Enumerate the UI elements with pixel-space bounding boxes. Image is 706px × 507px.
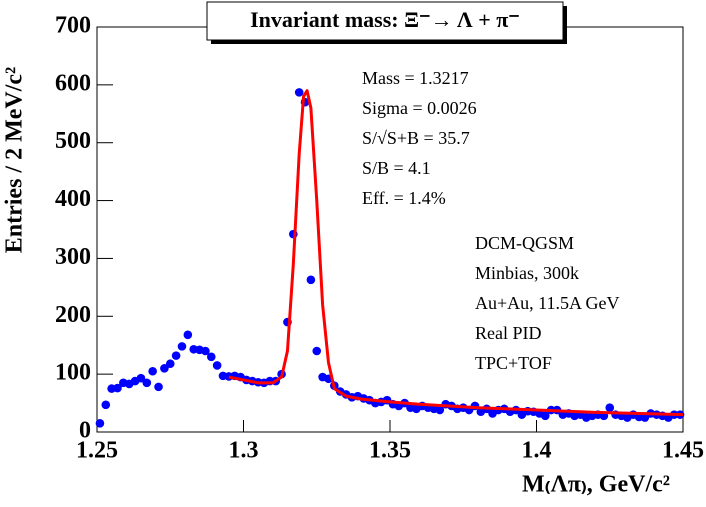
data-point <box>294 88 304 97</box>
x-tick-label: 1.25 <box>76 438 118 464</box>
y-tick-label: 100 <box>55 360 91 386</box>
annotation: DCM-QGSM <box>475 233 574 253</box>
data-point <box>206 352 216 362</box>
data-point <box>201 346 210 356</box>
data-point <box>148 366 157 376</box>
y-tick-label: 600 <box>55 70 91 96</box>
data-point <box>95 419 105 428</box>
data-point <box>540 411 550 421</box>
data-point <box>605 403 615 413</box>
annotation: Minbias, 300k <box>475 263 579 283</box>
data-point <box>113 383 122 393</box>
data-point <box>154 382 163 392</box>
x-axis-label: M₍Λπ₎, GeV/c² <box>522 472 670 498</box>
data-point <box>312 346 322 356</box>
data-point <box>435 405 445 415</box>
y-tick-label: 300 <box>55 244 91 270</box>
y-axis-label: Entries / 2 MeV/c² <box>2 67 28 253</box>
title-box <box>206 1 564 41</box>
x-tick-label: 1.45 <box>662 438 704 464</box>
annotation: S/B = 4.1 <box>362 158 431 178</box>
annotation: TPC+TOF <box>475 353 552 373</box>
y-tick-label: 700 <box>55 13 91 39</box>
data-point <box>160 364 169 373</box>
fit-line <box>228 89 684 417</box>
annotation: Eff. = 1.4% <box>362 188 446 208</box>
annotation: Mass = 1.3217 <box>362 68 469 88</box>
data-point <box>306 275 316 285</box>
data-point <box>142 378 152 388</box>
y-tick-label: 400 <box>55 186 91 212</box>
annotation: Sigma = 0.0026 <box>362 98 477 118</box>
x-tick-label: 1.3 <box>229 438 259 464</box>
annotation: Au+Au, 11.5A GeV <box>475 293 619 313</box>
data-point <box>177 342 187 351</box>
x-tick-label: 1.35 <box>369 438 411 464</box>
data-point <box>183 330 193 340</box>
x-tick-label: 1.4 <box>522 438 552 464</box>
data-point <box>101 400 111 410</box>
data-point <box>136 373 146 383</box>
y-tick-label: 0 <box>79 418 91 444</box>
data-point <box>165 359 175 369</box>
data-point <box>212 361 222 370</box>
chart-title: Invariant mass: Ξ⁻→ Λ + π⁻ <box>250 7 520 32</box>
y-tick-label: 200 <box>55 302 91 328</box>
y-tick-label: 500 <box>55 128 91 154</box>
annotation: S/√S+B = 35.7 <box>362 128 470 148</box>
data-point <box>171 351 181 360</box>
annotation: Real PID <box>475 323 542 343</box>
